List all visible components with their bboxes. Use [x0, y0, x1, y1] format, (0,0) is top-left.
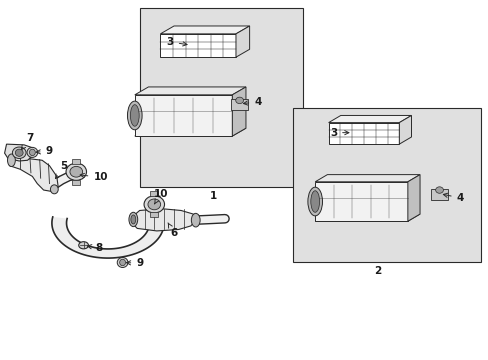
Ellipse shape [148, 199, 160, 210]
Bar [430, 189, 447, 200]
Ellipse shape [117, 257, 128, 267]
Polygon shape [236, 26, 249, 57]
Polygon shape [315, 214, 419, 221]
Bar [72, 180, 80, 185]
Ellipse shape [131, 215, 136, 224]
Text: 5: 5 [55, 161, 67, 179]
Polygon shape [135, 95, 232, 136]
Polygon shape [315, 182, 407, 221]
Bar [140, 8, 303, 187]
Text: 10: 10 [80, 172, 108, 182]
Ellipse shape [120, 259, 125, 266]
Ellipse shape [310, 191, 319, 212]
Ellipse shape [12, 147, 26, 158]
Text: 3: 3 [166, 37, 187, 47]
Polygon shape [328, 116, 411, 123]
Text: 4: 4 [443, 193, 463, 203]
Ellipse shape [307, 187, 322, 216]
Polygon shape [328, 123, 399, 144]
Ellipse shape [50, 185, 58, 194]
Text: 9: 9 [36, 146, 53, 156]
Ellipse shape [129, 212, 138, 226]
Polygon shape [399, 116, 411, 144]
Polygon shape [407, 175, 419, 221]
Ellipse shape [29, 149, 35, 156]
Text: 4: 4 [243, 97, 261, 107]
Polygon shape [135, 128, 245, 136]
Ellipse shape [235, 97, 243, 104]
Polygon shape [4, 144, 34, 161]
Ellipse shape [66, 163, 86, 180]
Polygon shape [160, 26, 249, 34]
Bar [230, 99, 248, 111]
Ellipse shape [191, 213, 200, 227]
Text: 1: 1 [209, 191, 216, 201]
Ellipse shape [435, 187, 443, 193]
Bar [293, 108, 480, 262]
Ellipse shape [130, 105, 139, 126]
Bar [72, 159, 80, 164]
Text: 10: 10 [153, 189, 167, 204]
Polygon shape [315, 175, 419, 182]
Polygon shape [135, 87, 245, 95]
Polygon shape [52, 217, 163, 258]
Text: 9: 9 [126, 258, 143, 268]
Ellipse shape [27, 147, 38, 157]
Polygon shape [131, 209, 195, 231]
Text: 3: 3 [329, 128, 348, 138]
Text: 6: 6 [168, 223, 177, 238]
Text: 8: 8 [87, 243, 103, 253]
Ellipse shape [7, 154, 15, 167]
Polygon shape [160, 34, 236, 57]
Text: 7: 7 [21, 133, 34, 150]
Text: 2: 2 [373, 266, 381, 276]
Bar [150, 192, 158, 197]
Polygon shape [232, 87, 245, 136]
Ellipse shape [144, 196, 164, 213]
Polygon shape [9, 155, 58, 192]
Ellipse shape [15, 149, 23, 156]
Ellipse shape [127, 101, 142, 130]
Bar [150, 212, 158, 217]
Ellipse shape [79, 242, 88, 249]
Ellipse shape [70, 166, 82, 177]
